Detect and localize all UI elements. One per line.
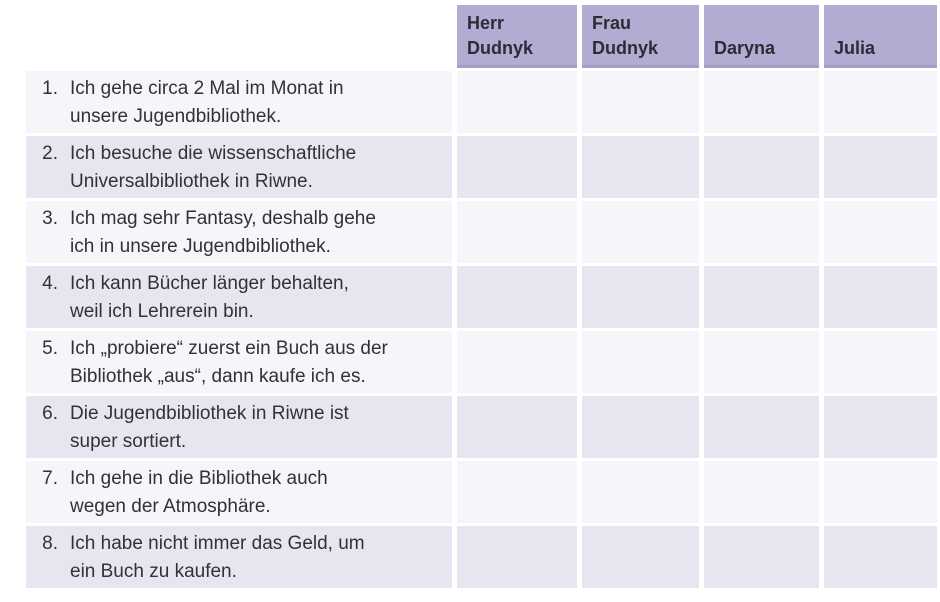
statement-cell: 2. Ich besuche die wissenschaftliche Uni… <box>26 136 452 198</box>
statement-cell: 8. Ich habe nicht immer das Geld, um ein… <box>26 526 452 588</box>
answer-cell <box>582 526 699 588</box>
answer-cell <box>582 201 699 263</box>
statement-text: Ich mag sehr Fantasy, deshalb gehe ich i… <box>70 208 376 257</box>
column-header-herr-dudnyk: Herr Dudnyk <box>457 5 577 68</box>
answer-cell <box>704 396 819 458</box>
row-number: 5. <box>42 338 58 359</box>
statement-text: Ich kann Bücher länger behalten, weil ic… <box>70 273 349 322</box>
answer-cell <box>704 461 819 523</box>
row-number: 8. <box>42 533 58 554</box>
answer-cell <box>704 266 819 328</box>
answer-cell <box>457 266 577 328</box>
row-number: 2. <box>42 143 58 164</box>
statement-cell: 1. Ich gehe circa 2 Mal im Monat in unse… <box>26 71 452 133</box>
column-header-julia: Julia <box>824 5 937 68</box>
answer-cell <box>824 526 937 588</box>
answer-cell <box>824 331 937 393</box>
answer-cell <box>457 136 577 198</box>
answer-cell <box>457 461 577 523</box>
answer-cell <box>824 136 937 198</box>
statement-text: Ich „probiere“ zuerst ein Buch aus der B… <box>70 338 388 387</box>
statement-cell: 4. Ich kann Bücher länger behalten, weil… <box>26 266 452 328</box>
row-number: 6. <box>42 403 58 424</box>
answer-cell <box>824 71 937 133</box>
statement-text: Ich besuche die wissenschaftliche Univer… <box>70 143 357 192</box>
row-number: 1. <box>42 78 58 99</box>
statement-text: Die Jugendbibliothek in Riwne ist super … <box>70 403 349 452</box>
answer-cell <box>582 266 699 328</box>
answer-cell <box>824 201 937 263</box>
answer-cell <box>704 201 819 263</box>
table-corner-blank <box>26 5 452 68</box>
answer-cell <box>582 136 699 198</box>
statement-cell: 7. Ich gehe in die Bibliothek auch wegen… <box>26 461 452 523</box>
answer-cell <box>704 136 819 198</box>
answer-cell <box>704 331 819 393</box>
statement-cell: 3. Ich mag sehr Fantasy, deshalb gehe ic… <box>26 201 452 263</box>
statement-text: Ich gehe in die Bibliothek auch wegen de… <box>70 468 328 517</box>
column-header-label: Frau Dudnyk <box>592 13 659 58</box>
answer-cell <box>457 71 577 133</box>
answer-cell <box>457 201 577 263</box>
column-header-label: Julia <box>834 38 876 58</box>
answer-cell <box>704 526 819 588</box>
answer-cell <box>824 461 937 523</box>
statement-text: Ich habe nicht immer das Geld, um ein Bu… <box>70 533 365 582</box>
answer-cell <box>457 331 577 393</box>
answer-cell <box>582 71 699 133</box>
answer-cell <box>824 266 937 328</box>
library-survey-table: Herr Dudnyk Frau Dudnyk Daryna Julia 1. … <box>26 5 937 588</box>
column-header-frau-dudnyk: Frau Dudnyk <box>582 5 699 68</box>
answer-cell <box>457 526 577 588</box>
column-header-label: Daryna <box>714 38 776 58</box>
answer-cell <box>582 461 699 523</box>
answer-cell <box>824 396 937 458</box>
answer-cell <box>704 71 819 133</box>
row-number: 3. <box>42 208 58 229</box>
row-number: 7. <box>42 468 58 489</box>
answer-cell <box>582 396 699 458</box>
column-header-daryna: Daryna <box>704 5 819 68</box>
answer-cell <box>457 396 577 458</box>
answer-cell <box>582 331 699 393</box>
row-number: 4. <box>42 273 58 294</box>
column-header-label: Herr Dudnyk <box>467 13 534 58</box>
statement-text: Ich gehe circa 2 Mal im Monat in unsere … <box>70 78 344 127</box>
statement-cell: 5. Ich „probiere“ zuerst ein Buch aus de… <box>26 331 452 393</box>
statement-cell: 6. Die Jugendbibliothek in Riwne ist sup… <box>26 396 452 458</box>
